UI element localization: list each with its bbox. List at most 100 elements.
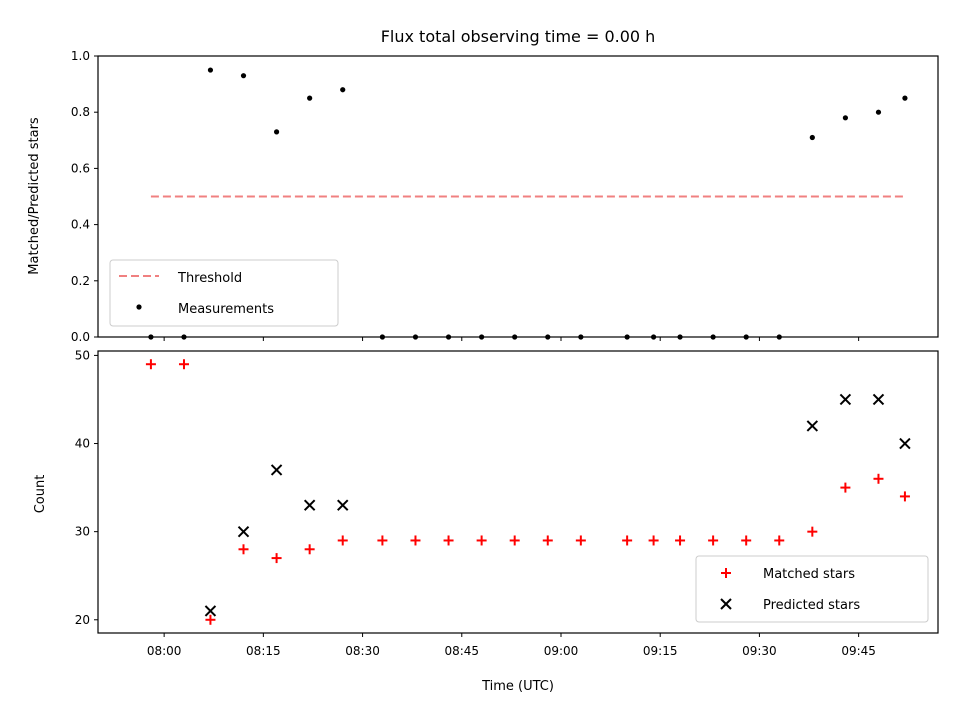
matched-star-point [205,614,216,625]
matched-star-point [575,535,586,546]
measurement-point [379,334,386,340]
predicted-star-point [839,393,852,406]
legend-measurements-label: Measurements [178,302,274,317]
matched-star-point [271,553,282,564]
legend-x-marker [720,598,732,610]
top-y-axis: 0.0 0.2 0.4 0.6 0.8 1.0 [71,49,98,344]
measurement-point [578,334,584,340]
measurement-point [743,334,749,340]
matched-star-point [675,535,686,546]
bottom-plot-frame [97,350,939,634]
matched-star-point [708,535,719,546]
measurement-point [240,73,247,79]
matched-star-point [410,535,421,546]
measurement-point [479,334,485,340]
measurement-point [307,95,313,101]
predicted-star-point [337,499,349,511]
x-tick-label: 09:45 [841,644,876,658]
y-tick-label: 0.0 [71,330,90,344]
bottom-legend-box [695,555,929,623]
measurement-point [340,87,346,93]
top-panel: 0.0 0.2 0.4 0.6 0.8 1.0 Matched/Predicted sta… [27,49,939,344]
predicted-star-point [806,420,819,432]
matched-star-point [774,535,785,546]
legend-measurements-swatch [136,304,142,310]
measurement-point [902,95,908,101]
y-tick-label: 40 [75,437,90,451]
predicted-star-point [303,499,316,511]
matched-star-point [741,535,752,546]
matched-star-point [145,359,156,370]
measurement-point [412,334,419,340]
legend-matched-label: Matched stars [763,567,855,582]
top-x-axis [163,337,860,341]
measurement-point [809,134,815,141]
bottom-y-axis: 20 30 40 50 [75,348,98,627]
top-plot-frame [97,55,939,338]
measurement-point [148,334,154,340]
measurement-point [207,67,214,73]
x-tick-label: 08:00 [147,644,182,658]
top-legend-box [109,259,339,327]
matched-star-point [807,526,818,537]
y-tick-label: 50 [75,348,90,362]
legend-predicted-label: Predicted stars [763,598,860,613]
predicted-star-point [899,437,911,450]
x-tick-label: 09:30 [742,644,777,658]
y-tick-label: 0.2 [71,274,90,288]
matched-star-point [337,535,348,546]
measurement-point [512,334,518,340]
predicted-star-point [872,393,885,406]
predicted-star-point [237,525,250,538]
top-legend: Threshold Measurements [109,259,339,327]
matched-star-point [840,482,851,493]
measurement-point [710,334,716,340]
measurement-point [445,334,452,340]
measurement-point [776,334,782,340]
matched-star-point [622,535,633,546]
y-tick-label: 0.6 [71,161,90,175]
predicted-stars-series [204,393,911,617]
y-tick-label: 20 [75,613,90,627]
matched-star-point [648,535,659,546]
bottom-x-axis: 08:00 08:15 08:30 08:45 09:00 09:15 09:30 09:45 [147,633,876,658]
legend-matched-swatch [721,568,731,578]
measurement-point [624,334,630,340]
bottom-y-axis-label: Count [33,475,48,514]
measurement-point [677,334,683,340]
legend-plus-marker [721,568,731,578]
measurements-series [148,67,908,340]
legend-threshold-label: Threshold [177,271,242,286]
predicted-star-point [270,464,283,476]
predicted-star-point [204,605,217,617]
matched-star-point [178,359,189,370]
measurement-point [650,334,657,340]
matched-star-point [304,544,315,555]
x-tick-label: 08:45 [444,644,479,658]
matched-star-point [542,535,553,546]
top-y-axis-label: Matched/Predicted stars [27,117,42,275]
matched-star-point [238,544,249,555]
matched-stars-series [145,359,910,625]
x-tick-label: 09:00 [544,644,579,658]
measurement-point [875,109,882,115]
matched-star-point [377,535,388,546]
matched-star-point [476,535,487,546]
x-tick-label: 08:15 [246,644,281,658]
y-tick-label: 0.8 [71,105,90,119]
chart-title: Flux total observing time = 0.00 h [381,27,656,46]
measurement-point [545,334,551,340]
legend-predicted-swatch [720,598,732,610]
measurement-point [273,129,280,135]
bottom-x-axis-label: Time (UTC) [481,679,554,694]
x-tick-label: 09:15 [643,644,678,658]
measurement-point [181,334,187,340]
y-tick-label: 0.4 [71,218,90,232]
bottom-legend: Matched stars Predicted stars [695,555,929,623]
matched-star-point [899,491,910,502]
matched-star-point [443,535,454,546]
measurement-point [842,115,849,121]
y-tick-label: 1.0 [71,49,90,63]
